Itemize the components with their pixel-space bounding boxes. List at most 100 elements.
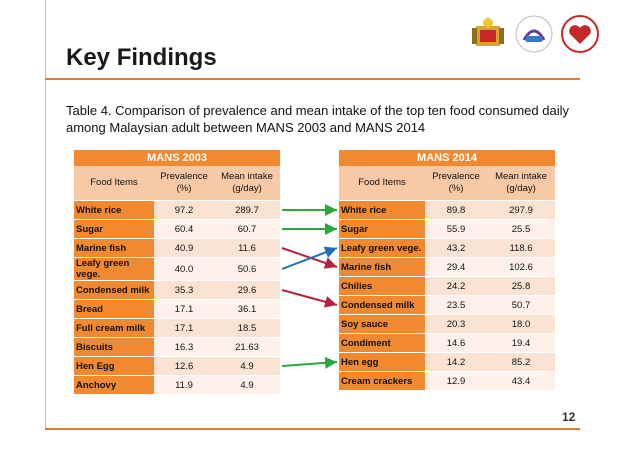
food-item-cell: Leafy green vege. (74, 257, 154, 281)
prevalence-cell: 16.3 (154, 337, 214, 357)
table-row: White rice 89.8 297.9 (339, 200, 555, 220)
food-item-cell: Cream crackers (339, 371, 425, 390)
food-item-cell: Marine fish (74, 238, 154, 258)
food-item-cell: White rice (339, 200, 425, 220)
food-item-cell: Bread (74, 299, 154, 319)
heart-organization-logo (561, 15, 599, 53)
mean-intake-cell: 21.63 (214, 337, 280, 357)
prevalence-cell: 12.6 (154, 356, 214, 376)
table-title: MANS 2003 (74, 150, 280, 166)
mean-intake-cell: 11.6 (214, 238, 280, 258)
prevalence-cell: 97.2 (154, 200, 214, 220)
table-row: Marine fish 29.4 102.6 (339, 257, 555, 277)
table-row: Condensed milk 35.3 29.6 (74, 280, 280, 300)
prevalence-cell: 17.1 (154, 299, 214, 319)
prevalence-cell: 12.9 (425, 371, 487, 390)
food-item-cell: Sugar (339, 219, 425, 239)
left-border-line (45, 0, 46, 430)
rank-arrow-same (281, 356, 338, 369)
mean-intake-cell: 4.9 (214, 356, 280, 376)
mean-intake-cell: 25.5 (487, 219, 555, 239)
food-item-cell: Condensed milk (74, 280, 154, 300)
mean-intake-cell: 102.6 (487, 257, 555, 277)
food-item-cell: Condensed milk (339, 295, 425, 315)
title-divider (45, 78, 580, 80)
table-row: Leafy green vege. 43.2 118.6 (339, 238, 555, 258)
prevalence-cell: 11.9 (154, 375, 214, 394)
mean-intake-cell: 85.2 (487, 352, 555, 372)
prevalence-cell: 40.0 (154, 257, 214, 281)
mean-intake-cell: 60.7 (214, 219, 280, 239)
slide-title: Key Findings (66, 44, 217, 71)
table-mans-2014: MANS 2014 Food Items Prevalence (%) Mean… (339, 150, 555, 390)
logo-group (468, 14, 600, 54)
mean-intake-cell: 25.8 (487, 276, 555, 296)
mean-intake-cell: 19.4 (487, 333, 555, 353)
table-row: Bread 17.1 36.1 (74, 299, 280, 319)
table-row: Soy sauce 20.3 18.0 (339, 314, 555, 334)
table-mans-2003: MANS 2003 Food Items Prevalence (%) Mean… (74, 150, 280, 394)
prevalence-cell: 14.6 (425, 333, 487, 353)
food-item-cell: Soy sauce (339, 314, 425, 334)
food-item-cell: Hen Egg (74, 356, 154, 376)
prevalence-cell: 17.1 (154, 318, 214, 338)
table-row: Chilies 24.2 25.8 (339, 276, 555, 296)
column-header-prevalence: Prevalence (%) (154, 166, 214, 201)
table-row: Condiment 14.6 19.4 (339, 333, 555, 353)
footer-divider (45, 428, 580, 430)
food-item-cell: Marine fish (339, 257, 425, 277)
prevalence-cell: 35.3 (154, 280, 214, 300)
table-row: Anchovy 11.9 4.9 (74, 375, 280, 394)
iku-logo (515, 15, 553, 53)
mean-intake-cell: 50.6 (214, 257, 280, 281)
food-item-cell: Anchovy (74, 375, 154, 394)
food-item-cell: Sugar (74, 219, 154, 239)
prevalence-cell: 14.2 (425, 352, 487, 372)
table-row: White rice 97.2 289.7 (74, 200, 280, 220)
prevalence-cell: 29.4 (425, 257, 487, 277)
table-title: MANS 2014 (339, 150, 555, 166)
mean-intake-cell: 18.0 (487, 314, 555, 334)
mean-intake-cell: 118.6 (487, 238, 555, 258)
prevalence-cell: 40.9 (154, 238, 214, 258)
malaysia-crest-logo (472, 18, 504, 46)
mean-intake-cell: 4.9 (214, 375, 280, 394)
food-item-cell: Condiment (339, 333, 425, 353)
mean-intake-cell: 297.9 (487, 200, 555, 220)
column-header-prevalence: Prevalence (%) (425, 166, 487, 201)
column-header-mean-intake: Mean intake (g/day) (214, 166, 280, 201)
prevalence-cell: 24.2 (425, 276, 487, 296)
table-row: Marine fish 40.9 11.6 (74, 238, 280, 258)
mean-intake-cell: 50.7 (487, 295, 555, 315)
mean-intake-cell: 18.5 (214, 318, 280, 338)
prevalence-cell: 60.4 (154, 219, 214, 239)
table-row: Hen Egg 12.6 4.9 (74, 356, 280, 376)
food-item-cell: White rice (74, 200, 154, 220)
table-row: Sugar 55.9 25.5 (339, 219, 555, 239)
food-item-cell: Leafy green vege. (339, 238, 425, 258)
table-row: Leafy green vege. 40.0 50.6 (74, 257, 280, 281)
mean-intake-cell: 289.7 (214, 200, 280, 220)
food-item-cell: Hen egg (339, 352, 425, 372)
column-header-mean-intake: Mean intake (g/day) (487, 166, 555, 201)
mean-intake-cell: 36.1 (214, 299, 280, 319)
column-header-food-items: Food Items (339, 166, 425, 201)
table-row: Cream crackers 12.9 43.4 (339, 371, 555, 390)
food-item-cell: Biscuits (74, 337, 154, 357)
mean-intake-cell: 29.6 (214, 280, 280, 300)
mean-intake-cell: 43.4 (487, 371, 555, 390)
table-row: Condensed milk 23.5 50.7 (339, 295, 555, 315)
table-row: Sugar 60.4 60.7 (74, 219, 280, 239)
prevalence-cell: 89.8 (425, 200, 487, 220)
prevalence-cell: 20.3 (425, 314, 487, 334)
table-row: Biscuits 16.3 21.63 (74, 337, 280, 357)
prevalence-cell: 55.9 (425, 219, 487, 239)
food-item-cell: Chilies (339, 276, 425, 296)
rank-arrow-down (281, 289, 338, 308)
table-row: Hen egg 14.2 85.2 (339, 352, 555, 372)
rank-arrow-up (281, 246, 338, 270)
table-caption: Table 4. Comparison of prevalence and me… (66, 103, 569, 135)
food-item-cell: Full cream milk (74, 318, 154, 338)
prevalence-cell: 23.5 (425, 295, 487, 315)
